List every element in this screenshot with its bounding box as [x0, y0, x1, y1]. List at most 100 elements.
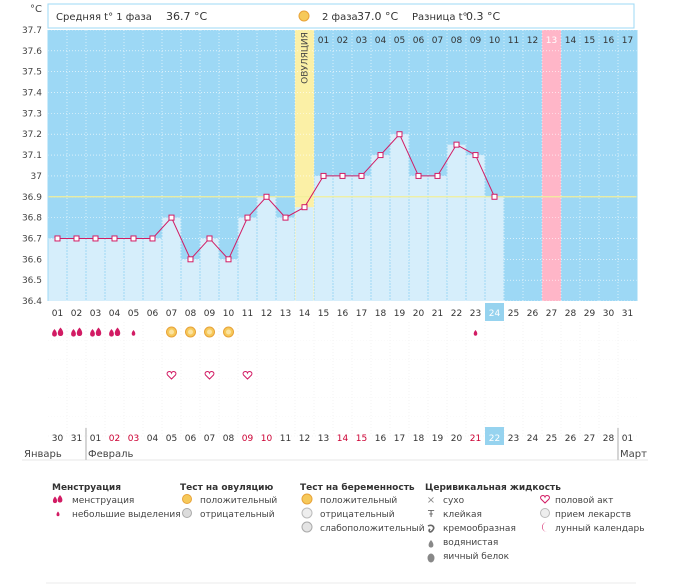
legend-pregnancy-negative-icon	[301, 507, 313, 519]
menstruation-drop-icon	[109, 329, 114, 337]
calendar-date-label: 30	[52, 434, 64, 444]
y-tick-label: 37.5	[22, 68, 42, 78]
temperature-bar	[219, 259, 238, 301]
menstruation-drop-icon	[71, 329, 76, 337]
month-label: Февраль	[88, 449, 134, 460]
legend: Менструация менструация небольшие выделени…	[46, 482, 645, 584]
x-tick-label: 03	[90, 309, 101, 319]
x-tick-label: 21	[432, 309, 443, 319]
calendar-date-label: 01	[90, 434, 101, 444]
calendar-date-label: 12	[299, 434, 310, 444]
month-label: Январь	[24, 449, 62, 460]
phase1-average-label: Средняя t° 1 фаза	[56, 12, 152, 23]
temperature-point	[339, 172, 346, 179]
temperature-point	[54, 235, 61, 242]
temperature-bar	[485, 196, 504, 301]
y-tick-label: 37.1	[22, 151, 42, 161]
legend-pregnancy-weak-icon	[301, 521, 313, 533]
temperature-bar	[447, 144, 466, 301]
phase2-day-label: 12	[527, 36, 538, 46]
temperature-point	[434, 172, 441, 179]
x-tick-label: 02	[71, 309, 82, 319]
x-tick-label: 04	[109, 309, 121, 319]
ovulation-test-positive-icon	[188, 329, 193, 335]
x-tick-label: 23	[470, 309, 481, 319]
x-tick-label: 05	[128, 309, 139, 319]
temperature-bar	[314, 175, 333, 301]
temperature-bar	[181, 259, 200, 301]
legend-creamy-icon	[427, 524, 435, 533]
legend-menstruation-icon	[52, 496, 58, 504]
marker-row	[48, 341, 637, 360]
chart-header: °C Средняя t° 1 фаза 36.7 °C 2 фаза 37.0…	[30, 3, 635, 29]
legend-item-label: половой акт	[555, 496, 613, 506]
calendar-date-label: 05	[166, 434, 177, 444]
legend-intercourse-icon	[540, 495, 550, 504]
ovulation-test-positive-icon	[169, 329, 174, 335]
temperature-point	[377, 152, 384, 159]
x-tick-label: 01	[52, 309, 63, 319]
x-tick-label: 15	[318, 309, 329, 319]
temperature-point	[396, 131, 403, 138]
legend-title: Тест на беременность	[300, 482, 415, 493]
temperature-point	[301, 204, 308, 211]
phase2-average-label: 2 фаза	[322, 12, 358, 23]
y-tick-label: 36.5	[22, 276, 42, 286]
temperature-point	[111, 235, 118, 242]
today-marker-calendar	[485, 427, 504, 445]
calendar-date-label: 15	[356, 434, 367, 444]
x-tick-label: 17	[356, 309, 367, 319]
legend-moon-icon	[542, 522, 547, 532]
temperature-point	[149, 235, 156, 242]
calendar-date-label: 10	[261, 434, 273, 444]
legend-title: Церивикальная жидкость	[425, 483, 561, 493]
temperature-point	[92, 235, 99, 242]
phase2-day-label: 10	[489, 36, 501, 46]
legend-item-label: клейкая	[443, 510, 482, 520]
temperature-point	[491, 193, 498, 200]
x-tick-label: 07	[166, 309, 177, 319]
x-tick-label: 24	[489, 309, 501, 319]
calendar-date-label: 06	[185, 434, 197, 444]
calendar-date-label: 13	[318, 434, 329, 444]
legend-item-label: яичный белок	[443, 552, 510, 562]
x-tick-label: 11	[242, 309, 253, 319]
light-spotting-drop-icon	[473, 330, 478, 336]
legend-item-label: отрицательный	[200, 510, 275, 520]
phase2-day-label: 15	[584, 36, 595, 46]
x-tick-label: 28	[565, 309, 577, 319]
y-tick-label: 37	[31, 172, 42, 182]
legend-title: Менструация	[52, 483, 121, 493]
phase2-day-label: 17	[622, 36, 633, 46]
x-tick-label: 31	[622, 309, 633, 319]
ovulation-label: ОВУЛЯЦИЯ	[301, 32, 311, 84]
temperature-bar	[67, 238, 86, 301]
legend-egg-white-icon	[427, 553, 435, 563]
marker-row	[48, 322, 637, 341]
phase2-day-label: 03	[356, 36, 367, 46]
header-frame	[47, 3, 635, 29]
temperature-bar	[333, 175, 352, 301]
ovulation-test-positive-icon	[226, 329, 231, 335]
temperature-bar	[143, 238, 162, 301]
legend-item-label: отрицательный	[320, 510, 395, 520]
header-sun-icon	[298, 10, 310, 22]
legend-title: Тест на овуляцию	[180, 483, 273, 493]
x-tick-label: 08	[185, 309, 197, 319]
temperature-bar	[48, 238, 67, 301]
phase2-day-label: 16	[603, 36, 615, 46]
marker-rows	[48, 322, 637, 437]
x-tick-label: 25	[508, 309, 519, 319]
x-tick-label: 20	[413, 309, 425, 319]
x-axis-cycle-days: 01 02 03 04 05 06 07 08 09 10 11 12 13 14 15 16 17 18 19 20…	[52, 303, 633, 321]
y-tick-label: 37.4	[22, 89, 42, 99]
legend-spotting-icon	[56, 511, 60, 517]
marker-row	[48, 398, 637, 417]
calendar-date-label: 02	[109, 434, 120, 444]
legend-menstruation-icon	[57, 495, 63, 503]
temperature-difference-label: Разница t°	[412, 12, 468, 23]
calendar-date-label: 01	[622, 434, 633, 444]
temperature-point	[320, 172, 327, 179]
y-tick-label: 36.8	[22, 214, 42, 224]
